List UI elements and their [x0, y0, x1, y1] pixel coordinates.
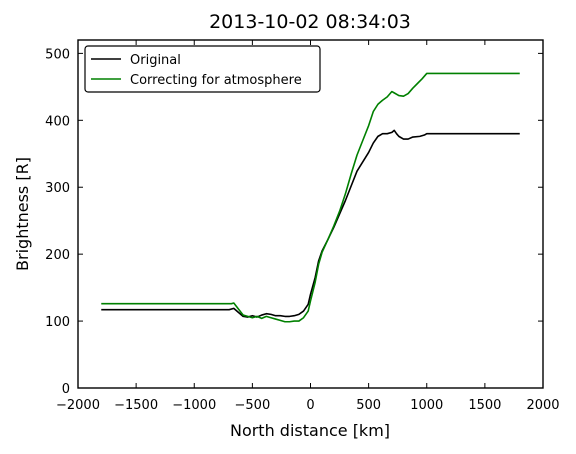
y-tick-label: 0 [62, 382, 70, 397]
x-tick-label: −500 [235, 398, 271, 413]
y-axis-ticks: 0 100 200 300 400 500 [45, 47, 543, 397]
legend: Original Correcting for atmosphere [84, 45, 321, 93]
x-tick-label: 500 [356, 398, 381, 413]
y-tick-label: 300 [45, 181, 70, 196]
x-tick-label: 0 [306, 398, 314, 413]
x-tick-label: 1000 [410, 398, 443, 413]
x-tick-label: −1500 [114, 398, 158, 413]
x-tick-label: −1000 [172, 398, 216, 413]
legend-label-correcting-for-atmosphere: Correcting for atmosphere [130, 73, 302, 88]
x-tick-label: −2000 [56, 398, 100, 413]
x-tick-label: 2000 [526, 398, 559, 413]
legend-box [84, 45, 321, 93]
series-line-correcting-for-atmosphere [101, 72, 520, 323]
x-tick-label: 1500 [468, 398, 501, 413]
chart-title: 2013-10-02 08:34:03 [209, 11, 411, 33]
series-layer [101, 72, 520, 323]
y-tick-label: 400 [45, 114, 70, 129]
y-axis-title: Brightness [R] [13, 157, 32, 271]
y-tick-label: 200 [45, 248, 70, 263]
y-tick-label: 500 [45, 47, 70, 62]
x-axis-title: North distance [km] [230, 421, 390, 440]
legend-label-original: Original [130, 53, 181, 68]
y-tick-label: 100 [45, 315, 70, 330]
x-axis-ticks: −2000 −1500 −1000 −500 0 500 1000 1500 2000 [56, 40, 560, 413]
